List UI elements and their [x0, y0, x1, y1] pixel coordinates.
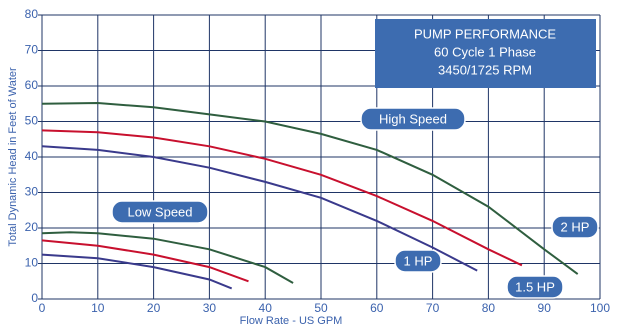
series-label-bg: [394, 249, 442, 273]
x-tick-label: 100: [590, 301, 610, 315]
y-tick-label: 70: [25, 43, 39, 57]
x-tick-label: 60: [370, 301, 384, 315]
info-text: 60 Cycle 1 Phase: [434, 44, 536, 59]
x-tick-label: 10: [91, 301, 105, 315]
x-tick-label: 70: [426, 301, 440, 315]
curve: [41, 239, 249, 283]
series-label-bg: [506, 275, 564, 299]
series-label: 2 HP: [561, 219, 590, 234]
curve: [41, 231, 294, 284]
info-text: PUMP PERFORMANCE: [414, 26, 556, 41]
y-tick-label: 60: [25, 78, 39, 92]
info-text: 3450/1725 RPM: [438, 62, 532, 77]
curve: [41, 145, 478, 272]
annotation-bg: [111, 200, 209, 224]
curve: [41, 101, 579, 275]
x-tick-label: 50: [314, 301, 328, 315]
y-tick-label: 20: [25, 220, 39, 234]
x-axis-label: Flow Rate - US GPM: [240, 315, 343, 327]
y-tick-label: 40: [25, 149, 39, 163]
y-tick-label: 80: [25, 7, 39, 21]
curve: [41, 129, 523, 267]
y-axis-label: Total Dynamic Head in Feet of Water: [7, 67, 19, 247]
x-tick-label: 30: [203, 301, 217, 315]
x-tick-label: 90: [538, 301, 552, 315]
x-tick-label: 40: [259, 301, 273, 315]
annotation: Low Speed: [127, 204, 192, 219]
series-label-bg: [551, 215, 599, 239]
y-tick-label: 10: [25, 256, 39, 270]
x-tick-label: 80: [482, 301, 496, 315]
annotation: High Speed: [379, 111, 447, 126]
y-tick-label: 50: [25, 114, 39, 128]
x-tick-label: 0: [39, 301, 46, 315]
info-box: [375, 19, 596, 88]
series-label: 1 HP: [404, 253, 433, 268]
curve: [41, 253, 233, 290]
series-label: 1.5 HP: [515, 279, 555, 294]
y-tick-label: 0: [31, 291, 38, 305]
y-tick-label: 30: [25, 185, 39, 199]
annotation-bg: [360, 107, 466, 131]
x-tick-label: 20: [147, 301, 161, 315]
